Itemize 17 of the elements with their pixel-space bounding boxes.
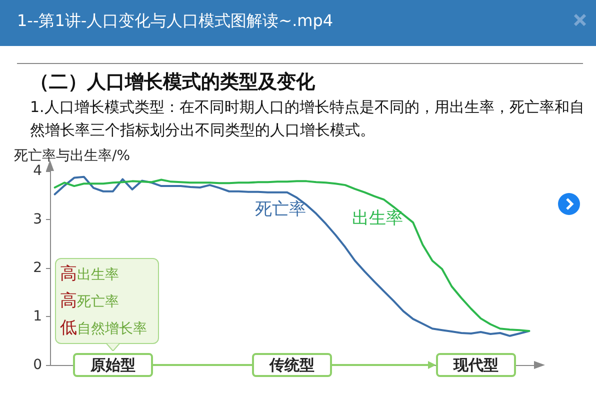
series-label: 出生率 [352, 208, 403, 228]
y-tick-label: 4 [33, 163, 42, 179]
annotation: 传统型 [252, 353, 332, 377]
chart-title: （二）人口增长模式的类型及变化 [30, 70, 315, 95]
y-tick-label: 2 [33, 260, 42, 276]
annotation: 现代型 [436, 353, 516, 377]
annotation: 高出生率 [60, 264, 119, 284]
text: 1--第1讲-人口变化与人口模式图解读~.mp4 [17, 11, 334, 32]
chart-subtitle: 1.人口增长模式类型：在不同时期人口的增长特点是不同的，用出生率，死亡率和自然增长率三个指标划分出不同类型的人口增长模式。 [30, 97, 586, 141]
annotation: 低自然增长率 [60, 318, 147, 338]
y-tick-label: 1 [33, 308, 42, 324]
annotation: 高死亡率 [60, 291, 119, 311]
y-axis-title: 死亡率与出生率/% [14, 148, 130, 164]
series-label: 死亡率 [255, 200, 306, 220]
annotation: 原始型 [73, 353, 153, 377]
y-tick-label: 3 [33, 212, 42, 228]
y-tick-label: 0 [33, 357, 42, 373]
